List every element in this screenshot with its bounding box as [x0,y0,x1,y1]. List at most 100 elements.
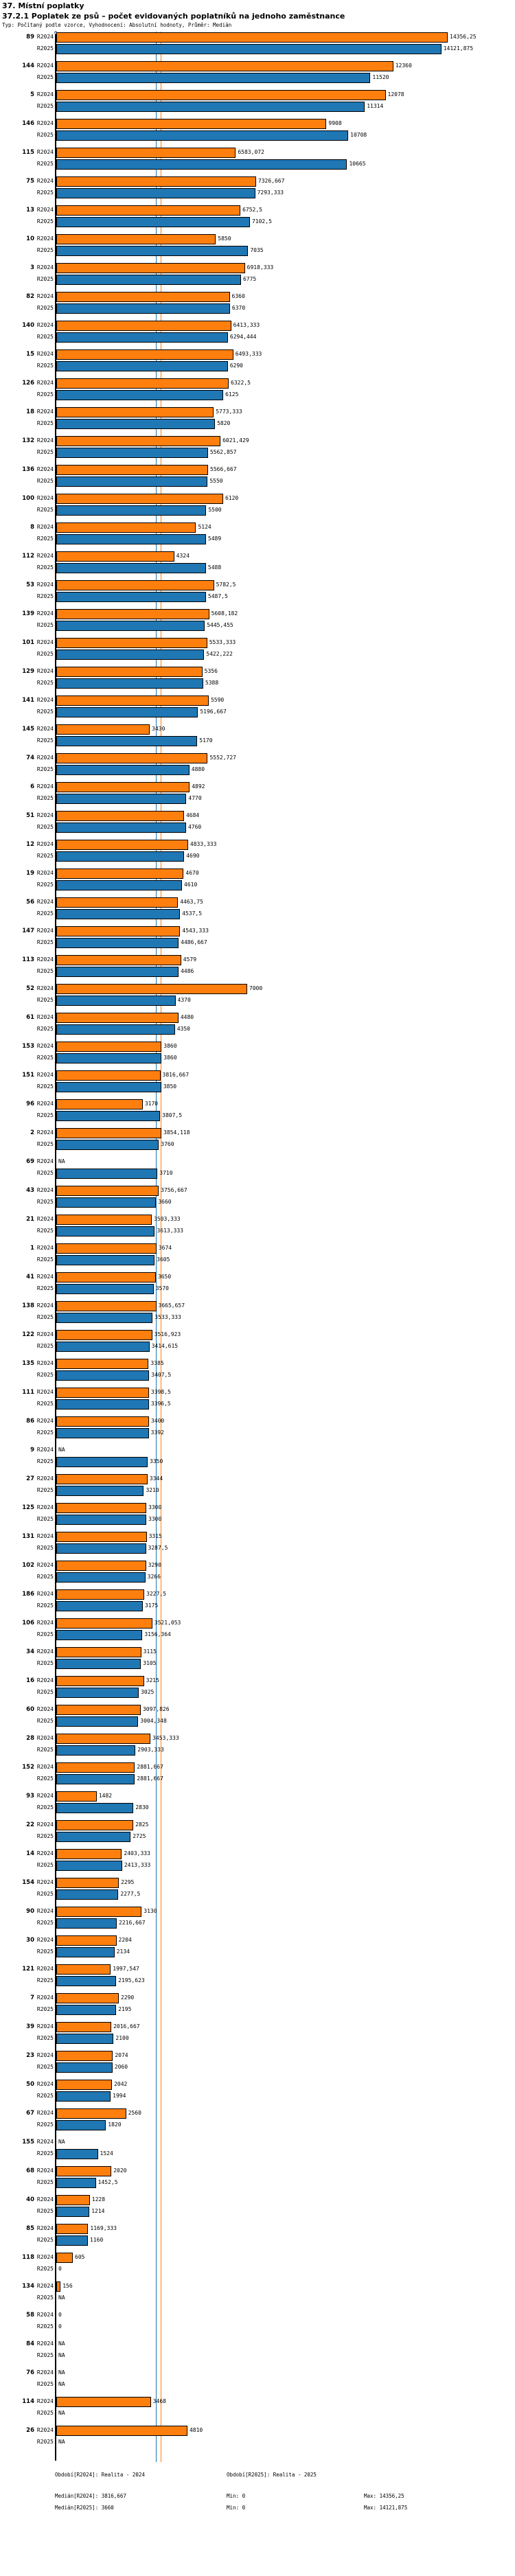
bar-2025[interactable] [56,1169,158,1179]
bar-2024[interactable] [56,1359,149,1369]
bar-2024[interactable] [56,782,190,792]
bar-2024[interactable] [56,1070,161,1081]
bar-2024[interactable] [56,2051,113,2061]
bar-2024[interactable] [56,638,207,648]
bar-2025[interactable] [56,246,249,256]
bar-2024[interactable] [56,1013,179,1023]
bar-2025[interactable] [56,765,190,775]
bar-2025[interactable] [56,1226,155,1237]
bar-2024[interactable] [56,61,393,71]
bar-2024[interactable] [56,1935,117,1946]
bar-2024[interactable] [56,811,184,821]
bar-2025[interactable] [56,448,208,458]
bar-2024[interactable] [56,1186,159,1196]
bar-2025[interactable] [56,1601,144,1611]
bar-2024[interactable] [56,1589,145,1600]
bar-2024[interactable] [56,119,327,129]
bar-2025[interactable] [56,1082,161,1092]
bar-2024[interactable] [56,551,174,562]
bar-2024[interactable] [56,1128,162,1138]
bar-2024[interactable] [56,2108,126,2119]
bar-2024[interactable] [56,1791,97,1802]
bar-2025[interactable] [56,938,179,948]
bar-2025[interactable] [56,592,206,602]
bar-2025[interactable] [56,130,349,141]
bar-2024[interactable] [56,2022,112,2032]
bar-2024[interactable] [56,2397,151,2407]
bar-2024[interactable] [56,2224,89,2234]
bar-2024[interactable] [56,32,448,43]
bar-2025[interactable] [56,1774,135,1784]
bar-2024[interactable] [56,1762,135,1773]
bar-2024[interactable] [56,840,188,850]
bar-2025[interactable] [56,1861,122,1871]
bar-2024[interactable] [56,176,256,187]
bar-2025[interactable] [56,621,205,631]
bar-2024[interactable] [56,1705,141,1715]
bar-2025[interactable] [56,44,442,54]
bar-2025[interactable] [56,534,206,544]
bar-2024[interactable] [56,926,181,936]
bar-2024[interactable] [56,522,196,533]
bar-2025[interactable] [56,736,198,746]
bar-2025[interactable] [56,2207,90,2217]
bar-2024[interactable] [56,407,214,417]
bar-2024[interactable] [56,695,209,706]
bar-2025[interactable] [56,707,198,717]
bar-2025[interactable] [56,1716,139,1727]
bar-2025[interactable] [56,102,365,112]
bar-2025[interactable] [56,2120,106,2130]
bar-2025[interactable] [56,2062,113,2073]
bar-2025[interactable] [56,1024,175,1035]
bar-2025[interactable] [56,303,230,314]
bar-2024[interactable] [56,667,203,677]
bar-2024[interactable] [56,1042,162,1052]
bar-2025[interactable] [56,332,228,343]
bar-2025[interactable] [56,217,250,227]
bar-2024[interactable] [56,1301,157,1311]
bar-2024[interactable] [56,1964,111,1975]
bar-2024[interactable] [56,205,241,216]
bar-2025[interactable] [56,1053,162,1063]
bar-2025[interactable] [56,563,206,573]
bar-2024[interactable] [56,292,230,302]
bar-2024[interactable] [56,321,231,331]
bar-2025[interactable] [56,2149,98,2159]
bar-2024[interactable] [56,1820,134,1830]
bar-2025[interactable] [56,967,179,977]
bar-2025[interactable] [56,880,183,890]
bar-2024[interactable] [56,1907,142,1917]
bar-2024[interactable] [56,436,221,446]
bar-2024[interactable] [56,984,247,994]
bar-2024[interactable] [56,580,214,590]
bar-2024[interactable] [56,2281,61,2292]
bar-2025[interactable] [56,1457,148,1467]
bar-2024[interactable] [56,1416,149,1427]
bar-2024[interactable] [56,378,229,389]
bar-2025[interactable] [56,851,185,862]
bar-2024[interactable] [56,465,209,475]
bar-2025[interactable] [56,1543,146,1554]
bar-2025[interactable] [56,678,203,689]
bar-2025[interactable] [56,1803,134,1813]
bar-2024[interactable] [56,148,236,158]
bar-2024[interactable] [56,1099,143,1109]
bar-2024[interactable] [56,897,179,908]
bar-2024[interactable] [56,1243,157,1254]
bar-2024[interactable] [56,1993,119,2003]
bar-2025[interactable] [56,1370,150,1381]
bar-2025[interactable] [56,1630,143,1640]
bar-2024[interactable] [56,234,216,244]
bar-2024[interactable] [56,1561,146,1571]
bar-2024[interactable] [56,349,233,360]
bar-2024[interactable] [56,2195,90,2205]
bar-2025[interactable] [56,188,255,198]
bar-2024[interactable] [56,1503,147,1513]
bar-2025[interactable] [56,1399,149,1410]
bar-2024[interactable] [56,609,209,619]
bar-2024[interactable] [56,2166,112,2176]
bar-2025[interactable] [56,2178,96,2188]
bar-2025[interactable] [56,823,186,833]
bar-2025[interactable] [56,1745,136,1756]
bar-2025[interactable] [56,1284,154,1294]
